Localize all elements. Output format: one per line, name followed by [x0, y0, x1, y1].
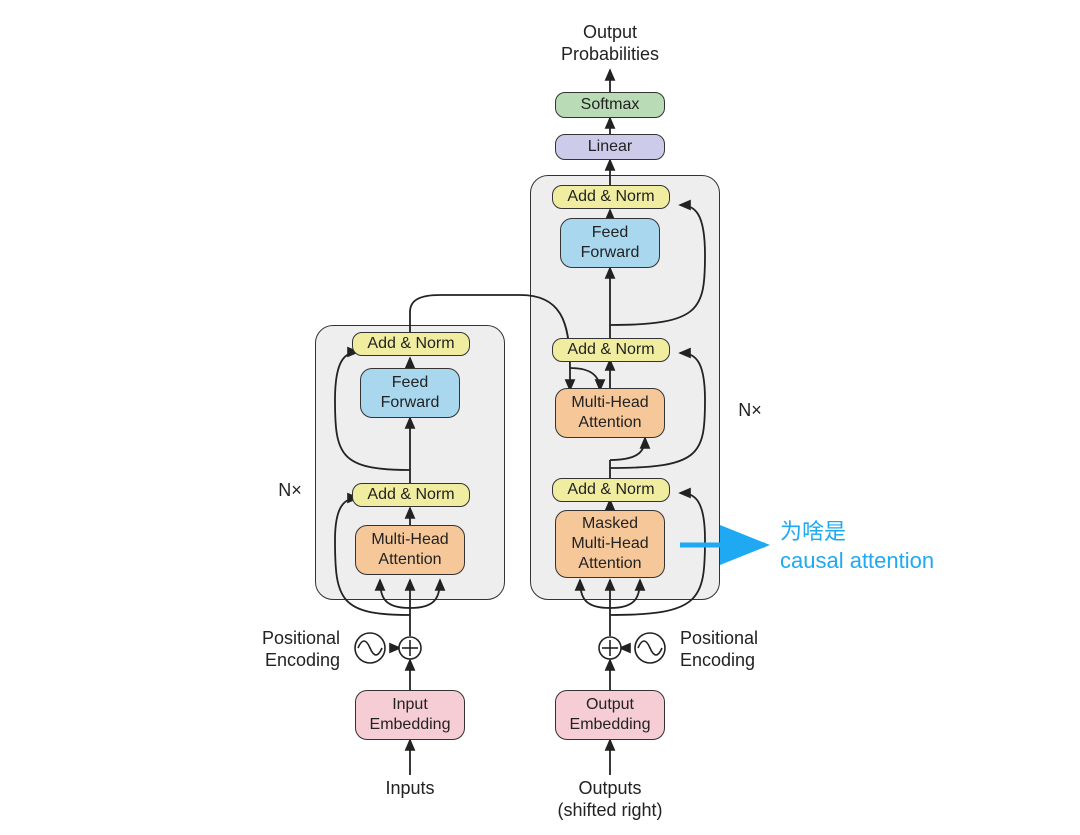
- encoder-feedforward: Feed Forward: [360, 368, 460, 418]
- input-embedding: Input Embedding: [355, 690, 465, 740]
- encoder-mha: Multi-Head Attention: [355, 525, 465, 575]
- decoder-feedforward: Feed Forward: [560, 218, 660, 268]
- addnorm-label: Add & Norm: [567, 340, 654, 360]
- posenc-right-label: Positional Encoding: [680, 628, 790, 671]
- inputs-label: Inputs: [360, 778, 460, 800]
- linear-label: Linear: [588, 137, 632, 157]
- decoder-addnorm-1: Add & Norm: [552, 478, 670, 502]
- ff-label: Feed Forward: [381, 373, 440, 413]
- softmax-block: Softmax: [555, 92, 665, 118]
- addnorm-label: Add & Norm: [567, 480, 654, 500]
- addnorm-label: Add & Norm: [367, 334, 454, 354]
- output-embedding: Output Embedding: [555, 690, 665, 740]
- output-emb-label: Output Embedding: [570, 695, 651, 735]
- decoder-nx-label: N×: [730, 400, 770, 422]
- mha-label: Multi-Head Attention: [571, 393, 648, 433]
- encoder-nx-label: N×: [270, 480, 310, 502]
- addnorm-label: Add & Norm: [367, 485, 454, 505]
- posenc-left-label: Positional Encoding: [230, 628, 340, 671]
- decoder-cross-mha: Multi-Head Attention: [555, 388, 665, 438]
- encoder-addnorm-2: Add & Norm: [352, 332, 470, 356]
- decoder-masked-mha: Masked Multi-Head Attention: [555, 510, 665, 578]
- masked-mha-label: Masked Multi-Head Attention: [571, 514, 648, 574]
- ff-label: Feed Forward: [581, 223, 640, 263]
- output-probabilities-label: Output Probabilities: [540, 22, 680, 65]
- softmax-label: Softmax: [581, 95, 640, 115]
- decoder-addnorm-3: Add & Norm: [552, 185, 670, 209]
- encoder-addnorm-1: Add & Norm: [352, 483, 470, 507]
- annotation-text: 为啥是 causal attention: [780, 518, 934, 575]
- addnorm-label: Add & Norm: [567, 187, 654, 207]
- linear-block: Linear: [555, 134, 665, 160]
- outputs-label: Outputs (shifted right): [545, 778, 675, 821]
- decoder-addnorm-2: Add & Norm: [552, 338, 670, 362]
- input-emb-label: Input Embedding: [370, 695, 451, 735]
- mha-label: Multi-Head Attention: [371, 530, 448, 570]
